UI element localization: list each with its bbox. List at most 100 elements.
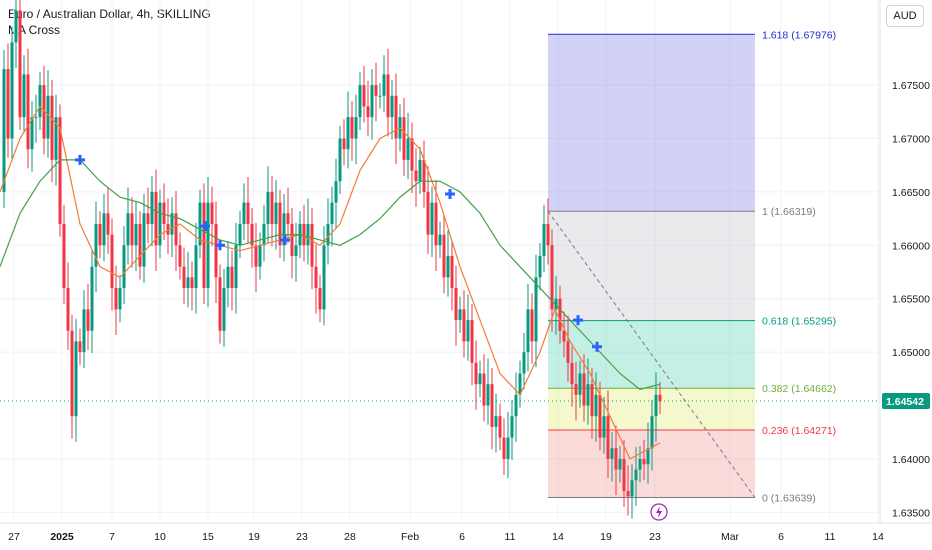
y-tick-label: 1.66500 bbox=[892, 187, 930, 199]
candle-body bbox=[378, 95, 382, 97]
lightning-bolt bbox=[656, 506, 662, 518]
candle-body bbox=[258, 245, 262, 267]
candle-body bbox=[314, 266, 318, 289]
x-tick-label: 23 bbox=[649, 531, 661, 543]
candle-body bbox=[70, 330, 74, 417]
candle-body bbox=[202, 202, 206, 289]
candle-body bbox=[570, 362, 574, 385]
ma-slow-line bbox=[0, 159, 661, 391]
y-tick-label: 1.67500 bbox=[892, 80, 930, 92]
candle-body bbox=[210, 202, 214, 224]
candle-body bbox=[234, 245, 238, 289]
candle-body bbox=[214, 223, 218, 278]
fib-level-label: 1.618 (1.67976) bbox=[762, 29, 836, 41]
candle-body bbox=[458, 309, 462, 321]
candle-body bbox=[138, 223, 142, 267]
candle-body bbox=[94, 223, 98, 267]
candle-body bbox=[302, 223, 306, 246]
candle-body bbox=[262, 223, 266, 246]
candle-body bbox=[478, 373, 482, 385]
candle-body bbox=[206, 202, 210, 289]
candle-body bbox=[374, 85, 378, 96]
ma-cross-marker bbox=[573, 315, 583, 326]
candle-body bbox=[134, 223, 138, 246]
candle-body bbox=[514, 394, 518, 417]
candle-body bbox=[42, 85, 46, 139]
last-price-label: 1.64542 bbox=[886, 396, 924, 408]
candle-body bbox=[254, 245, 258, 267]
candle-body bbox=[626, 490, 630, 497]
candle-body bbox=[434, 202, 438, 246]
candle-body bbox=[26, 74, 30, 150]
candle-body bbox=[582, 373, 586, 406]
fib-level-label: 0.236 (1.64271) bbox=[762, 425, 836, 437]
fib-level-label: 1 (1.66319) bbox=[762, 206, 816, 218]
candle-body bbox=[58, 117, 62, 224]
candle-body bbox=[114, 288, 118, 310]
candle-body bbox=[650, 416, 654, 449]
candle-body bbox=[426, 191, 430, 235]
x-tick-label: 15 bbox=[202, 531, 214, 543]
candle-body bbox=[362, 85, 366, 107]
x-tick-label: 14 bbox=[552, 531, 564, 543]
candle-body bbox=[438, 234, 442, 246]
candle-body bbox=[118, 288, 122, 310]
candle-body bbox=[250, 223, 254, 246]
ma-cross-marker bbox=[215, 240, 225, 251]
candle-body bbox=[618, 458, 622, 470]
x-tick-label: 11 bbox=[505, 531, 516, 543]
x-tick-label: Feb bbox=[401, 531, 419, 543]
candle-body bbox=[310, 223, 314, 267]
x-tick-label: 6 bbox=[459, 531, 465, 543]
candle-body bbox=[174, 213, 178, 246]
candle-body bbox=[394, 95, 398, 139]
candle-body bbox=[166, 223, 170, 235]
candle-body bbox=[498, 416, 502, 438]
candle-body bbox=[154, 191, 158, 246]
y-tick-label: 1.65000 bbox=[892, 347, 930, 359]
candle-body bbox=[46, 95, 50, 139]
candle-body bbox=[282, 213, 286, 246]
candle-body bbox=[454, 288, 458, 321]
candle-body bbox=[574, 384, 578, 395]
candle-body bbox=[90, 266, 94, 331]
candle-body bbox=[634, 469, 638, 481]
candle-body bbox=[558, 298, 562, 331]
candle-body bbox=[190, 277, 194, 289]
candle-body bbox=[526, 309, 530, 353]
candle-body bbox=[14, 10, 18, 43]
candle-body bbox=[178, 245, 182, 267]
candle-body bbox=[238, 223, 242, 246]
candle-body bbox=[122, 245, 126, 289]
fib-zone bbox=[548, 211, 755, 321]
candle-body bbox=[242, 202, 246, 224]
candle-body bbox=[18, 10, 22, 118]
candle-body bbox=[54, 117, 58, 160]
x-tick-label: 19 bbox=[600, 531, 612, 543]
candle-body bbox=[462, 309, 466, 342]
candle-body bbox=[646, 448, 650, 465]
candle-body bbox=[22, 74, 26, 118]
candle-body bbox=[494, 416, 498, 427]
candle-body bbox=[338, 138, 342, 182]
candle-body bbox=[162, 202, 166, 224]
candle-body bbox=[522, 352, 526, 374]
candle-body bbox=[146, 213, 150, 224]
candle-body bbox=[158, 202, 162, 246]
candle-body bbox=[130, 213, 134, 246]
candle-body bbox=[502, 437, 506, 459]
candle-body bbox=[402, 117, 406, 160]
candle-body bbox=[474, 362, 478, 385]
candle-body bbox=[506, 437, 510, 459]
candle-body bbox=[330, 202, 334, 224]
candle-body bbox=[78, 341, 82, 353]
candle-body bbox=[654, 394, 658, 417]
x-tick-label: 14 bbox=[872, 531, 884, 543]
x-tick-label: 11 bbox=[825, 531, 836, 543]
candle-body bbox=[530, 309, 534, 342]
candle-body bbox=[194, 245, 198, 289]
candle-body bbox=[342, 138, 346, 150]
candle-body bbox=[30, 117, 34, 150]
currency-button[interactable]: AUD bbox=[886, 5, 924, 27]
